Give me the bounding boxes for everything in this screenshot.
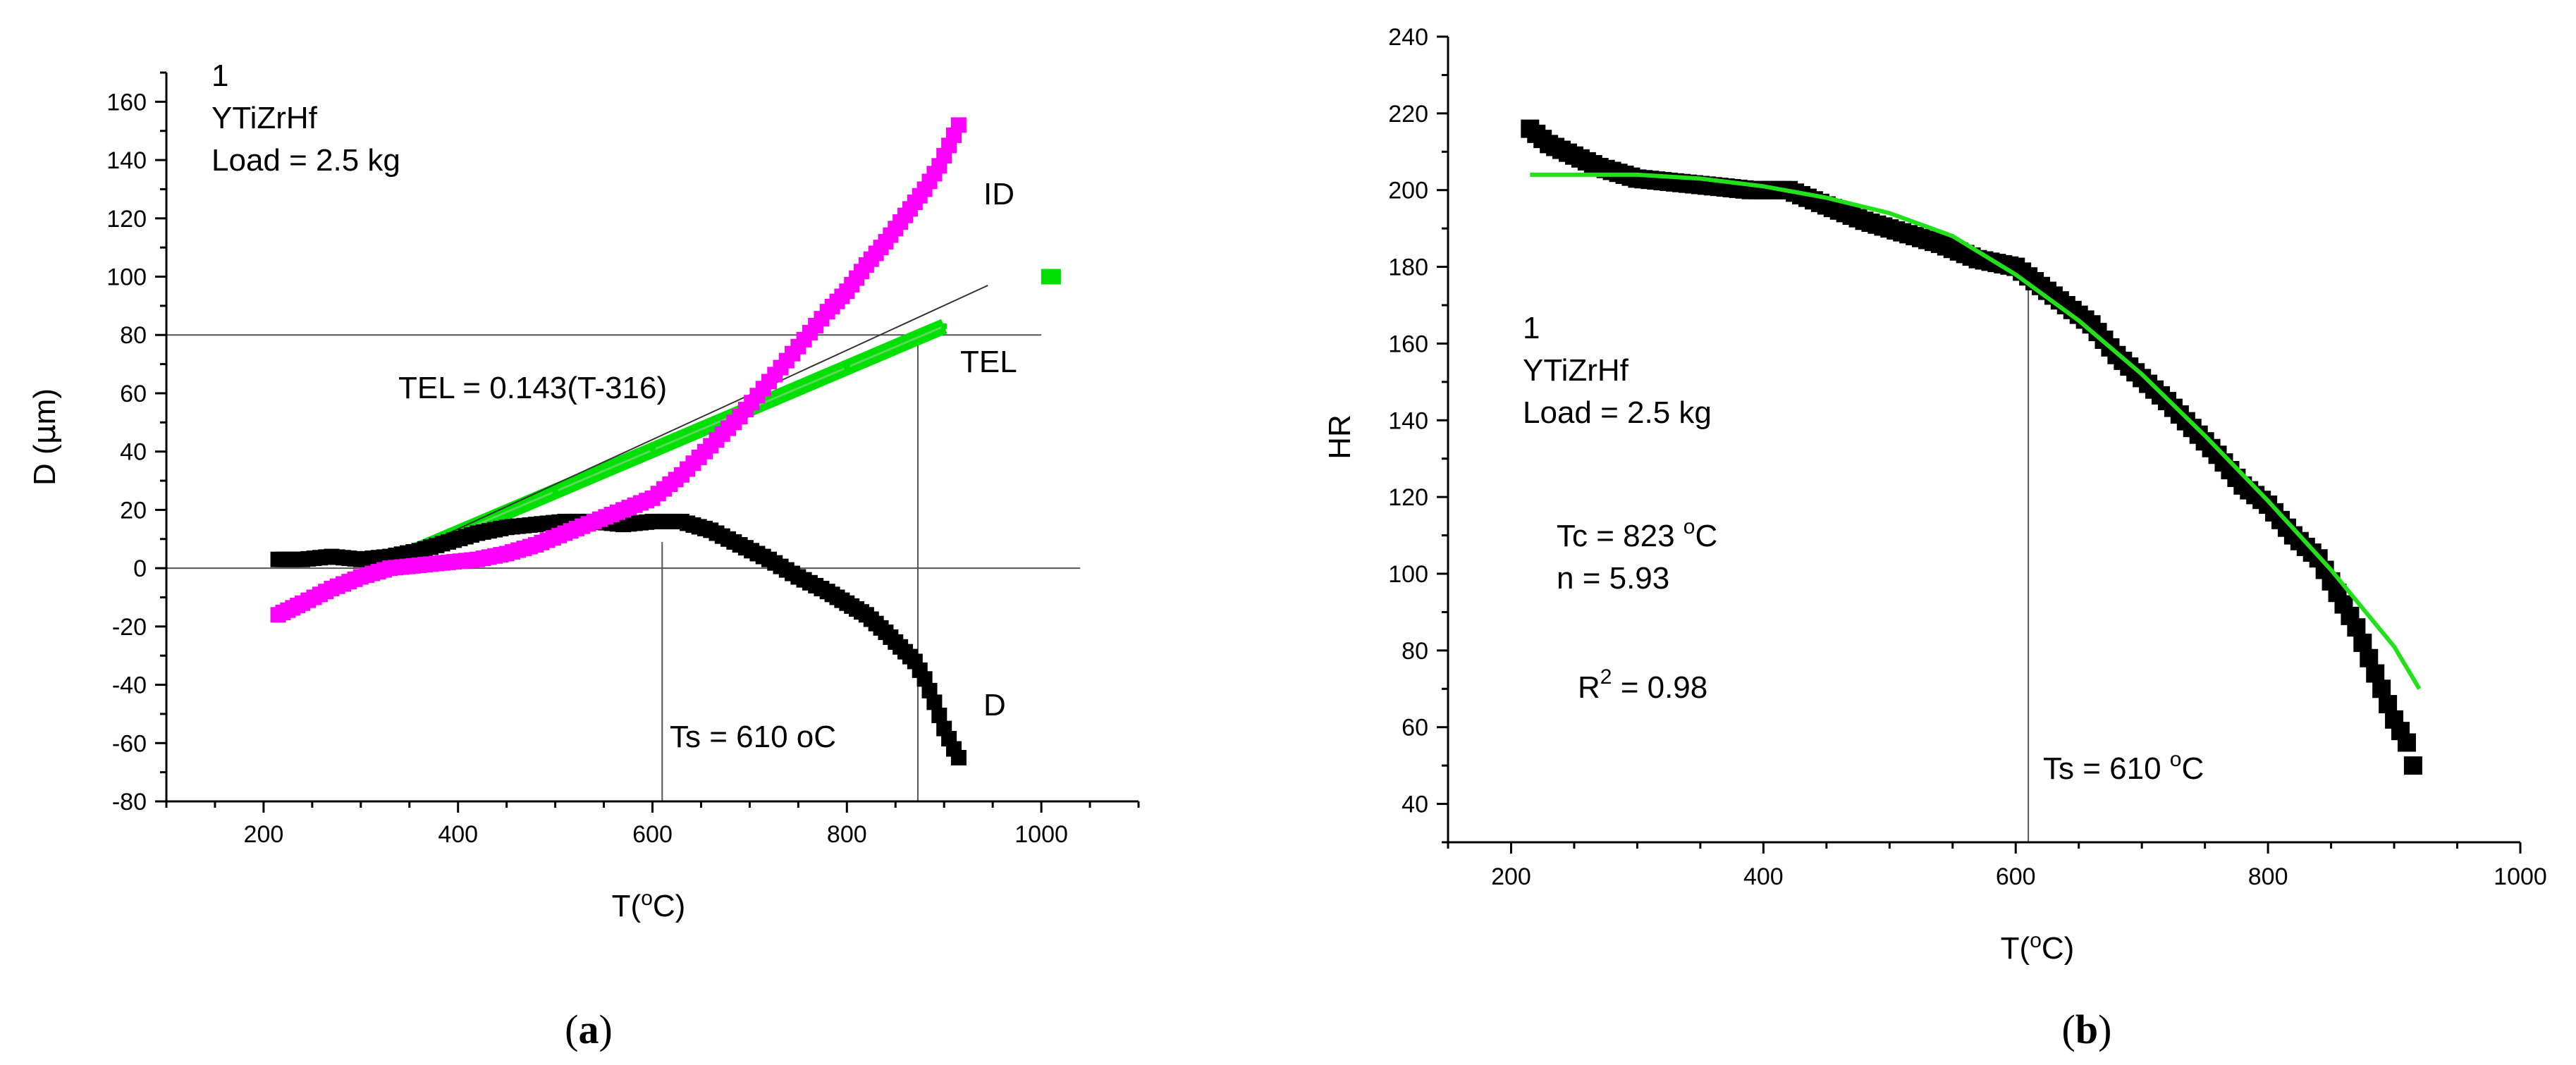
chart-b-anno-line2: YTiZrHf bbox=[1523, 353, 1629, 388]
chart-b-hr-point bbox=[2379, 695, 2398, 714]
chart-b-y-tick-label: 80 bbox=[1402, 638, 1428, 665]
chart-a-y-tick-label: -60 bbox=[112, 730, 147, 757]
chart-b-axes: 200 400 600 800 1000 40 60 80 100 120 140 160 180 200… bbox=[1388, 24, 2547, 890]
chart-b-y-tick-label: 140 bbox=[1388, 407, 1428, 434]
chart-b-y-tick-label: 60 bbox=[1402, 715, 1428, 741]
chart-b-xlabel: T(oC) bbox=[2001, 929, 2075, 966]
chart-b-anno-line1: 1 bbox=[1523, 311, 1540, 345]
chart-b-y-tick-label: 200 bbox=[1388, 178, 1428, 204]
chart-b-anno-line3: Load = 2.5 kg bbox=[1523, 395, 1712, 430]
chart-a-tel-point bbox=[941, 323, 947, 329]
chart-b-x-tick-label: 600 bbox=[1996, 863, 2036, 890]
chart-a-anno-line3: Load = 2.5 kg bbox=[211, 143, 400, 178]
chart-b-markers bbox=[1521, 119, 2422, 775]
chart-a-ylabel: D (μm) bbox=[27, 388, 63, 486]
chart-b-y-tick-label: 220 bbox=[1388, 101, 1428, 128]
chart-a-markers bbox=[270, 117, 1061, 765]
chart-a-tel-equation: TEL = 0.143(T-316) bbox=[398, 371, 667, 405]
chart-a-x-tick-label: 400 bbox=[438, 821, 478, 848]
chart-a-x-tick-label: 1000 bbox=[1014, 821, 1068, 848]
chart-a-id-label: ID bbox=[983, 177, 1014, 211]
chart-a-anno-line1: 1 bbox=[211, 59, 228, 93]
chart-a-y-tick-label: 20 bbox=[120, 497, 147, 524]
chart-a-y-tick-label: 120 bbox=[106, 206, 147, 233]
chart-b-x-tick-label: 1000 bbox=[2494, 863, 2547, 890]
chart-a-d-point bbox=[916, 671, 933, 687]
chart-a-x-tick-label: 600 bbox=[632, 821, 673, 848]
chart-a-tel-label: TEL bbox=[960, 345, 1017, 379]
chart-a-id-point bbox=[950, 117, 967, 133]
chart-a-y-tick-label: -80 bbox=[112, 789, 147, 815]
chart-b-n-label: n = 5.93 bbox=[1557, 561, 1669, 596]
chart-a-d-point bbox=[931, 707, 947, 723]
chart-a-x-tick-label: 200 bbox=[244, 821, 284, 848]
chart-b-fit-curve bbox=[1530, 172, 2422, 690]
chart-a-d-label: D bbox=[983, 688, 1006, 722]
chart-a-d-point bbox=[950, 749, 967, 765]
chart-a-d-point bbox=[921, 682, 938, 698]
chart-b-y-tick-label: 180 bbox=[1388, 254, 1428, 281]
chart-a-y-tick-label: 80 bbox=[120, 322, 147, 349]
chart-b-r2-label: R2 = 0.98 bbox=[1578, 665, 1707, 705]
chart-a-tel-point bbox=[649, 445, 656, 452]
chart-a-tel-point bbox=[844, 364, 850, 370]
chart-a-ts-label: Ts = 610 oC bbox=[670, 720, 836, 754]
chart-a-x-tick-label: 800 bbox=[827, 821, 867, 848]
chart-a-y-tick-label: -20 bbox=[112, 614, 147, 641]
chart-a-y-tick-label: 160 bbox=[106, 89, 147, 116]
chart-b-y-tick-label: 40 bbox=[1402, 792, 1428, 818]
chart-b-hr-point bbox=[2397, 733, 2416, 752]
chart-b-x-tick-label: 400 bbox=[1743, 863, 1784, 890]
chart-b-hr-point bbox=[2403, 756, 2422, 775]
chart-a-y-tick-label: 100 bbox=[106, 264, 147, 291]
chart-b-tc-label: Tc = 823 oC bbox=[1557, 515, 1717, 553]
chart-a-panel-label: (a) bbox=[565, 1006, 613, 1052]
chart-a-tel-outlier bbox=[1041, 269, 1061, 285]
chart-b-y-tick-label: 120 bbox=[1388, 484, 1428, 511]
chart-a-axes: 200 400 600 800 1000 -80 -60 -40 -20 0 20 40 60 80 100… bbox=[106, 71, 1140, 848]
chart-b-panel-label: (b) bbox=[2062, 1006, 2112, 1052]
chart-a-tel-point bbox=[552, 489, 558, 495]
chart-a-y-tick-label: 0 bbox=[133, 555, 147, 582]
chart-b-hr-point bbox=[2353, 633, 2372, 652]
chart-b-y-tick-label: 100 bbox=[1388, 561, 1428, 588]
chart-a-y-tick-label: 40 bbox=[120, 439, 147, 466]
chart-b-ylabel: HR bbox=[1323, 414, 1357, 460]
chart-a-y-tick-label: 60 bbox=[120, 381, 147, 407]
chart-b-ts-label: Ts = 610 oC bbox=[2043, 748, 2204, 786]
chart-a-y-tick-label: 140 bbox=[106, 147, 147, 174]
chart-a: 200 400 600 800 1000 -80 -60 -40 -20 0 20 40 60 80 100… bbox=[27, 59, 1140, 1052]
chart-a-d-point bbox=[926, 694, 943, 710]
chart-b-hr-point bbox=[2366, 664, 2385, 683]
chart-a-xlabel: T(oC) bbox=[612, 887, 686, 923]
chart-b-y-tick-label: 160 bbox=[1388, 331, 1428, 357]
chart-a-guides bbox=[166, 334, 1081, 801]
chart-a-anno-line2: YTiZrHf bbox=[211, 101, 318, 135]
chart-b-y-tick-label: 240 bbox=[1388, 24, 1428, 51]
chart-a-y-tick-label: -40 bbox=[112, 672, 147, 699]
chart-b-x-tick-label: 200 bbox=[1491, 863, 1531, 890]
chart-b-x-tick-label: 800 bbox=[2248, 863, 2288, 890]
chart-b-hr-point bbox=[2360, 648, 2379, 667]
chart-b: 200 400 600 800 1000 40 60 80 100 120 140 160 180 200… bbox=[1323, 24, 2547, 1052]
chart-b-hr-point bbox=[2372, 679, 2391, 698]
chart-b-hr-point bbox=[2347, 618, 2366, 637]
